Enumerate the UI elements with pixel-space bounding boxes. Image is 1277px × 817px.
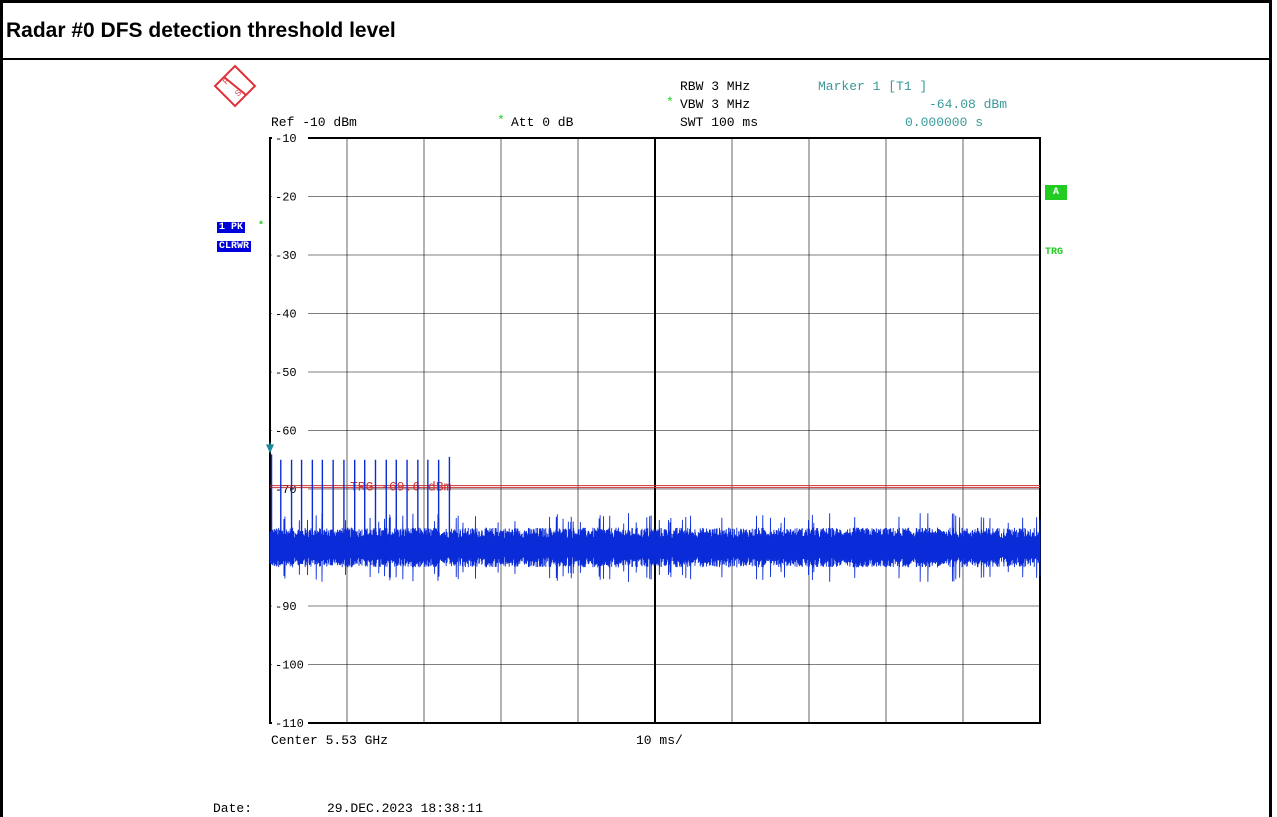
span-per-division-label: 10 ms/ bbox=[636, 733, 683, 748]
y-tick-label: -10 bbox=[275, 132, 297, 146]
y-tick-bg bbox=[272, 306, 308, 320]
trace-clear-badge: CLRWR bbox=[217, 241, 252, 252]
trigger-badge: TRG bbox=[1045, 247, 1064, 258]
plot-border bbox=[269, 137, 1041, 724]
vbw-star: * bbox=[666, 95, 674, 110]
trace-a-badge: A bbox=[1045, 185, 1068, 200]
svg-text:S: S bbox=[233, 88, 243, 98]
trace-1 bbox=[269, 454, 1041, 582]
y-tick-bg bbox=[272, 423, 308, 437]
y-tick-label: -60 bbox=[275, 425, 297, 439]
vbw-label: VBW 3 MHz bbox=[680, 97, 751, 112]
att-star: * bbox=[497, 113, 505, 128]
y-tick-bg bbox=[272, 189, 308, 203]
ref-level-label: Ref -10 dBm bbox=[271, 115, 357, 130]
y-tick-label: -110 bbox=[275, 717, 304, 731]
sweep-time-label: SWT 100 ms bbox=[680, 115, 759, 130]
title-bar: Radar #0 DFS detection threshold level bbox=[3, 3, 1269, 60]
trace-noise bbox=[269, 513, 1041, 582]
trace-mode-star: * bbox=[258, 221, 265, 232]
plot-grid bbox=[269, 137, 1041, 724]
y-tick-label: -90 bbox=[275, 600, 297, 614]
trace-mode-badge: 1 PK bbox=[217, 222, 246, 233]
marker-1 bbox=[266, 442, 274, 454]
marker-label: Marker 1 [T1 ] bbox=[818, 79, 928, 94]
page-title: Radar #0 DFS detection threshold level bbox=[6, 19, 396, 42]
attenuation-label: Att 0 dB bbox=[511, 115, 574, 130]
date-label: Date: bbox=[213, 801, 253, 816]
date-value: 29.DEC.2023 18:38:11 bbox=[327, 801, 484, 816]
rbw-label: RBW 3 MHz bbox=[680, 79, 751, 94]
y-tick-label: -20 bbox=[275, 191, 297, 205]
marker-time: 0.000000 s bbox=[905, 115, 984, 130]
y-tick-label: -100 bbox=[275, 659, 304, 673]
y-tick-bg bbox=[272, 599, 308, 612]
center-frequency-label: Center 5.53 GHz bbox=[271, 733, 389, 748]
y-tick-label: -50 bbox=[275, 366, 297, 380]
marker-1-icon bbox=[266, 444, 274, 454]
y-tick-bg bbox=[272, 365, 308, 378]
y-tick-label: -70 bbox=[275, 483, 297, 497]
y-tick-bg bbox=[272, 131, 308, 144]
svg-text:R: R bbox=[221, 76, 232, 87]
y-tick-bg bbox=[272, 657, 308, 671]
y-tick-labels: -10 -20 -30 -40 -50 -60 -70 -90 -100 -110 bbox=[272, 131, 308, 731]
marker-level: -64.08 dBm bbox=[929, 97, 1008, 112]
y-tick-bg bbox=[272, 716, 308, 729]
y-tick-bg bbox=[272, 248, 308, 261]
rs-logo-icon: R S bbox=[213, 64, 257, 108]
y-tick-label: -30 bbox=[275, 249, 297, 263]
y-tick-label: -40 bbox=[275, 308, 297, 322]
